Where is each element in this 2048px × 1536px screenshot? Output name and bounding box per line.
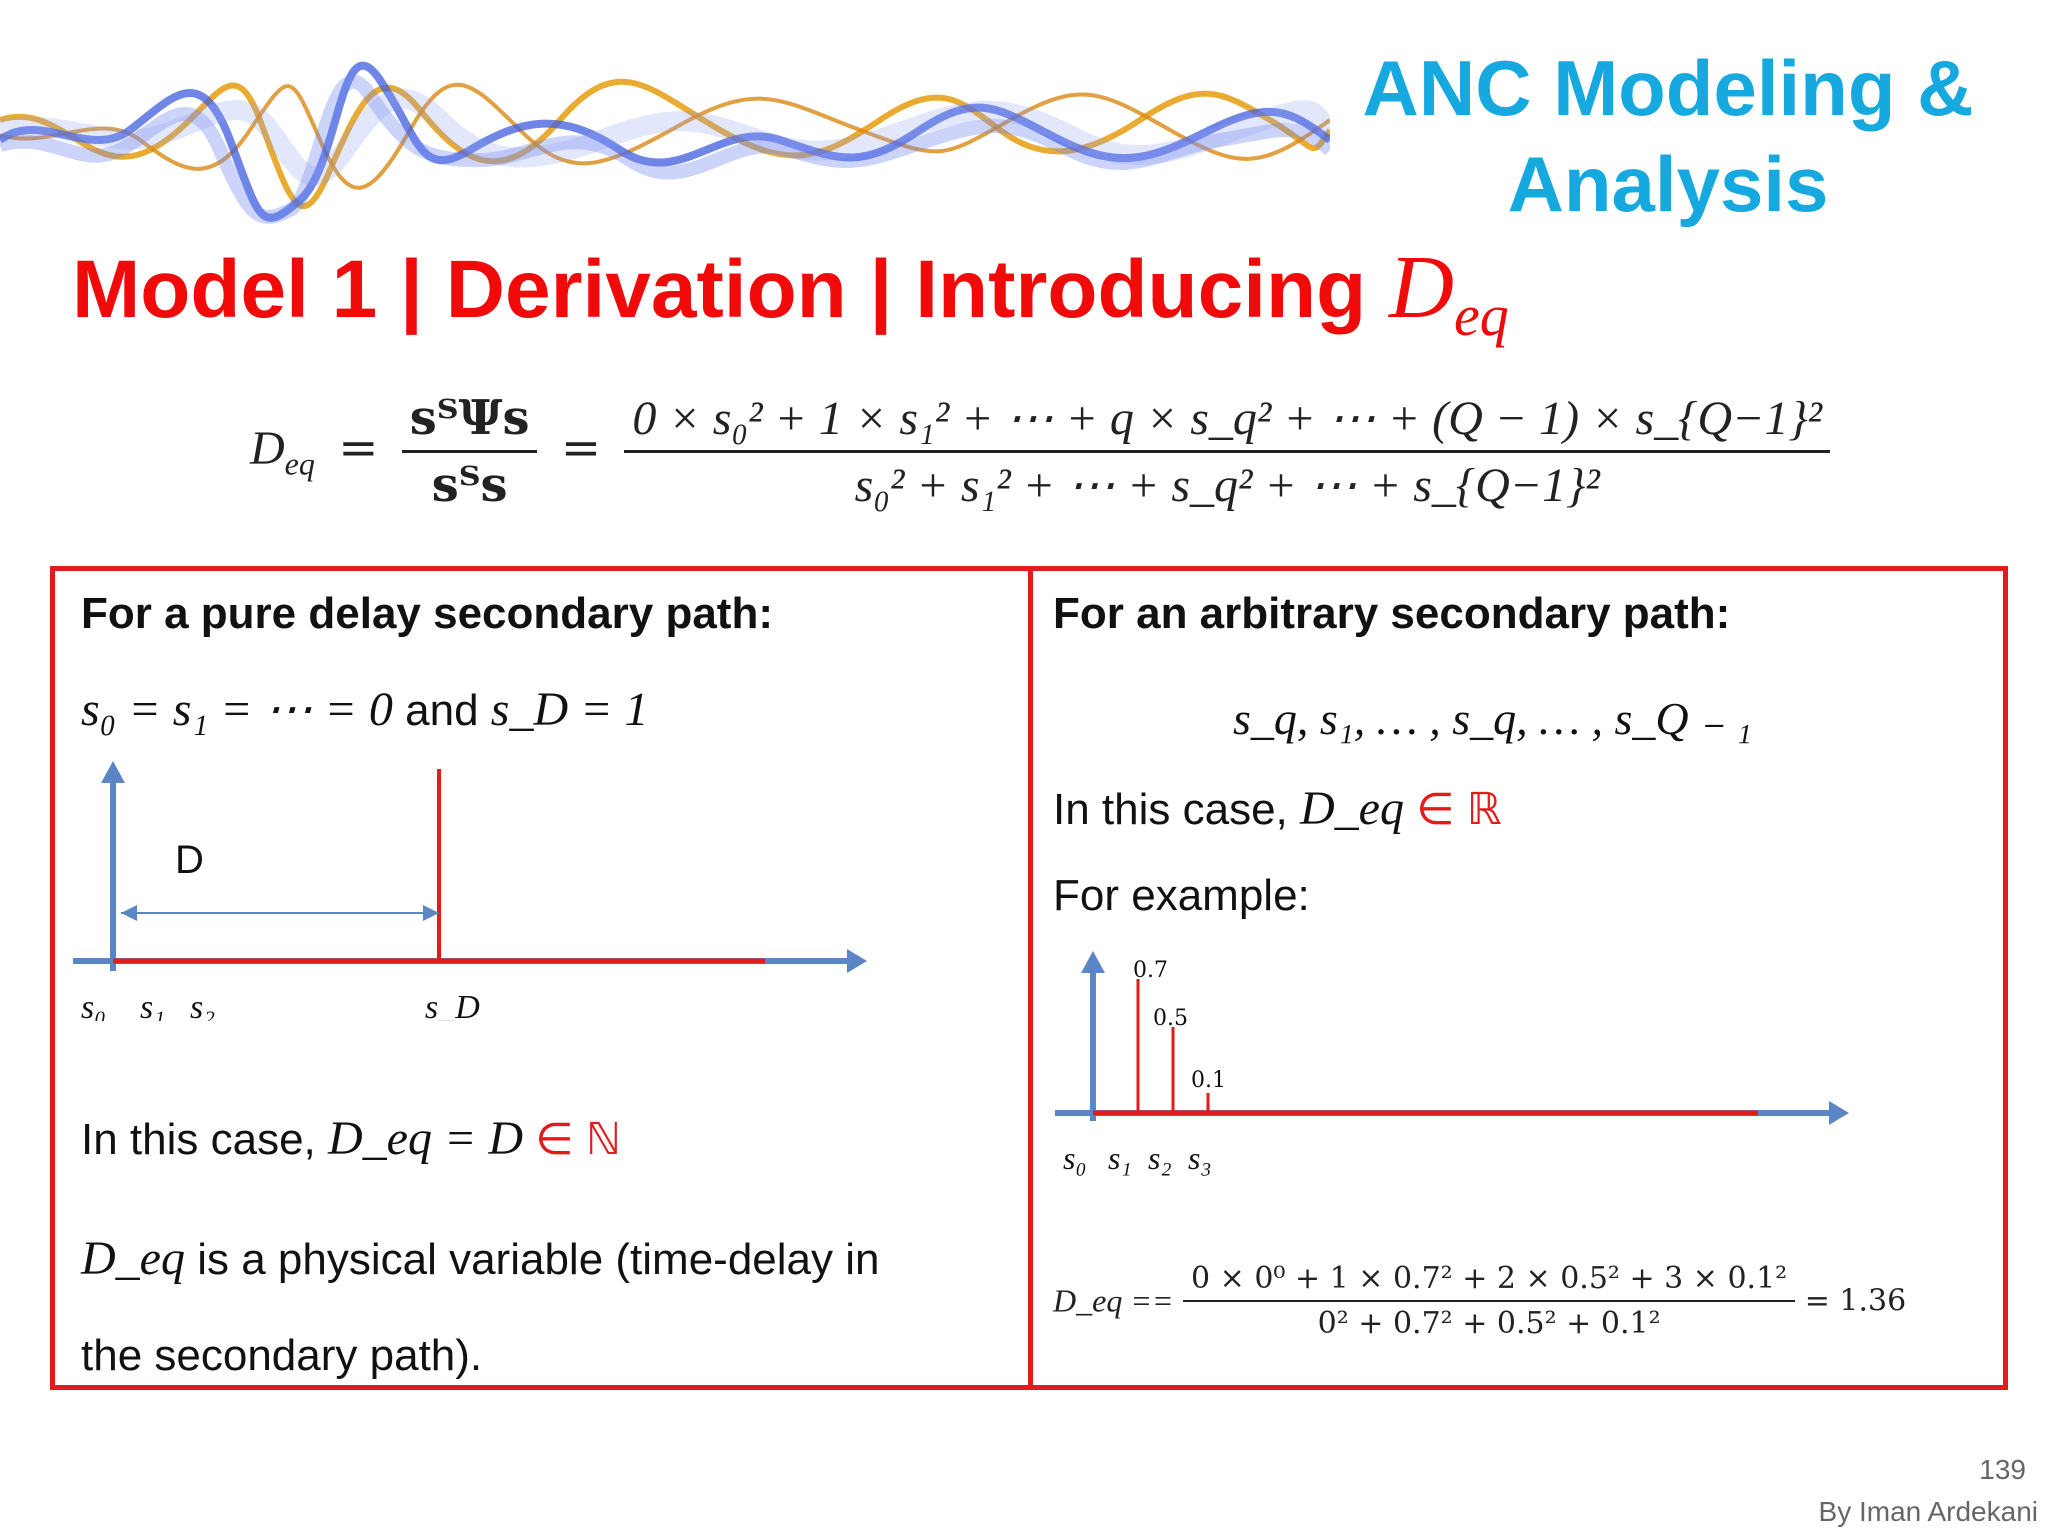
arbitrary-case: In this case, D_eq ∈ ℝ: [1053, 782, 1502, 835]
pure-delay-diagram: D s₀ s₁ s₂ s_D: [73, 761, 867, 1021]
header-title: ANC Modeling & Analysis: [1308, 40, 2028, 232]
example-axis-label-s2: s₂: [1148, 1140, 1172, 1176]
header-title-line1: ANC Modeling &: [1362, 44, 1974, 132]
equation-fraction-1: sᵀΨs sᵀs: [401, 390, 538, 513]
example-axis-label-s1: s₁: [1108, 1140, 1132, 1176]
wave-banner-image: [0, 61, 1330, 224]
deq-equation: Deq = sᵀΨs sᵀs = 0 × s₀² + 1 × s₁² + ⋯ +…: [250, 390, 1831, 513]
example-equation: D_eq == 0 × 0⁰ + 1 × 0.7² + 2 × 0.5² + 3…: [1053, 1261, 1907, 1341]
delay-label: D: [175, 838, 204, 882]
stem-label-05: 0.5: [1153, 1006, 1188, 1031]
slide-title-text: Model 1 | Derivation | Introducing: [72, 244, 1389, 335]
arbitrary-panel-title: For an arbitrary secondary path:: [1053, 589, 1731, 638]
example-axis-label-s3: s₃: [1188, 1140, 1212, 1176]
arbitrary-path-panel: For an arbitrary secondary path: s_q, s₁…: [1028, 566, 2008, 1390]
example-stem-plot: 0.7 0.5 0.1 s₀ s₁ s₂ s₃: [1055, 951, 1849, 1176]
example-vertical-arrowhead: [1081, 951, 1105, 973]
pure-delay-condition: s₀ = s₁ = ⋯ = 0 and s_D = 1: [81, 683, 649, 736]
stem-label-07: 0.7: [1133, 958, 1168, 983]
pure-delay-panel-title: For a pure delay secondary path:: [81, 589, 773, 638]
fraction-1-numerator: sᵀΨs: [401, 390, 538, 453]
page-number: 139: [1979, 1454, 2026, 1485]
example-denominator: 0² + 0.7² + 0.5² + 0.1²: [1317, 1306, 1661, 1341]
equation-lhs: Deq: [250, 422, 315, 482]
fraction-2-denominator: s₀² + s₁² + ⋯ + s_q² + ⋯ + s_{Q−1}²: [854, 459, 1600, 512]
header-title-line2: Analysis: [1507, 140, 1829, 228]
fraction-2-numerator: 0 × s₀² + 1 × s₁² + ⋯ + q × s_q² + ⋯ + (…: [624, 390, 1831, 453]
axis-label-sd: s_D: [425, 989, 480, 1021]
example-horizontal-arrowhead: [1829, 1101, 1849, 1125]
pure-delay-note: D_eq is a physical variable (time-delay …: [81, 1232, 880, 1380]
author-credit: By Iman Ardekani: [1818, 1496, 2038, 1527]
pure-delay-case: In this case, D_eq = D ∈ ℕ: [81, 1112, 622, 1165]
sequence-expression: s_q, s₁, … , s_q, … , s_Q ₋ ₁: [1233, 693, 1752, 744]
equation-fraction-2: 0 × s₀² + 1 × s₁² + ⋯ + q × s_q² + ⋯ + (…: [624, 390, 1831, 513]
example-label: For example:: [1053, 871, 1310, 920]
example-result: = 1.36: [1804, 1283, 1907, 1319]
pure-delay-panel: For a pure delay secondary path: s₀ = s₁…: [50, 566, 1033, 1390]
example-numerator: 0 × 0⁰ + 1 × 0.7² + 2 × 0.5² + 3 × 0.1²: [1183, 1261, 1796, 1302]
axis-label-s2: s₂: [190, 989, 215, 1021]
fraction-1-denominator: sᵀs: [431, 457, 508, 513]
horizontal-axis-arrowhead: [847, 949, 867, 973]
axis-label-s0: s₀: [81, 989, 106, 1021]
example-axis-label-s0: s₀: [1063, 1140, 1087, 1176]
vertical-axis-arrowhead: [101, 761, 125, 783]
slide-title-math: Deq: [1388, 238, 1509, 348]
axis-label-s1: s₁: [140, 989, 165, 1021]
slide-title: Model 1 | Derivation | Introducing Deq: [72, 236, 1509, 349]
stem-label-01: 0.1: [1191, 1068, 1226, 1093]
